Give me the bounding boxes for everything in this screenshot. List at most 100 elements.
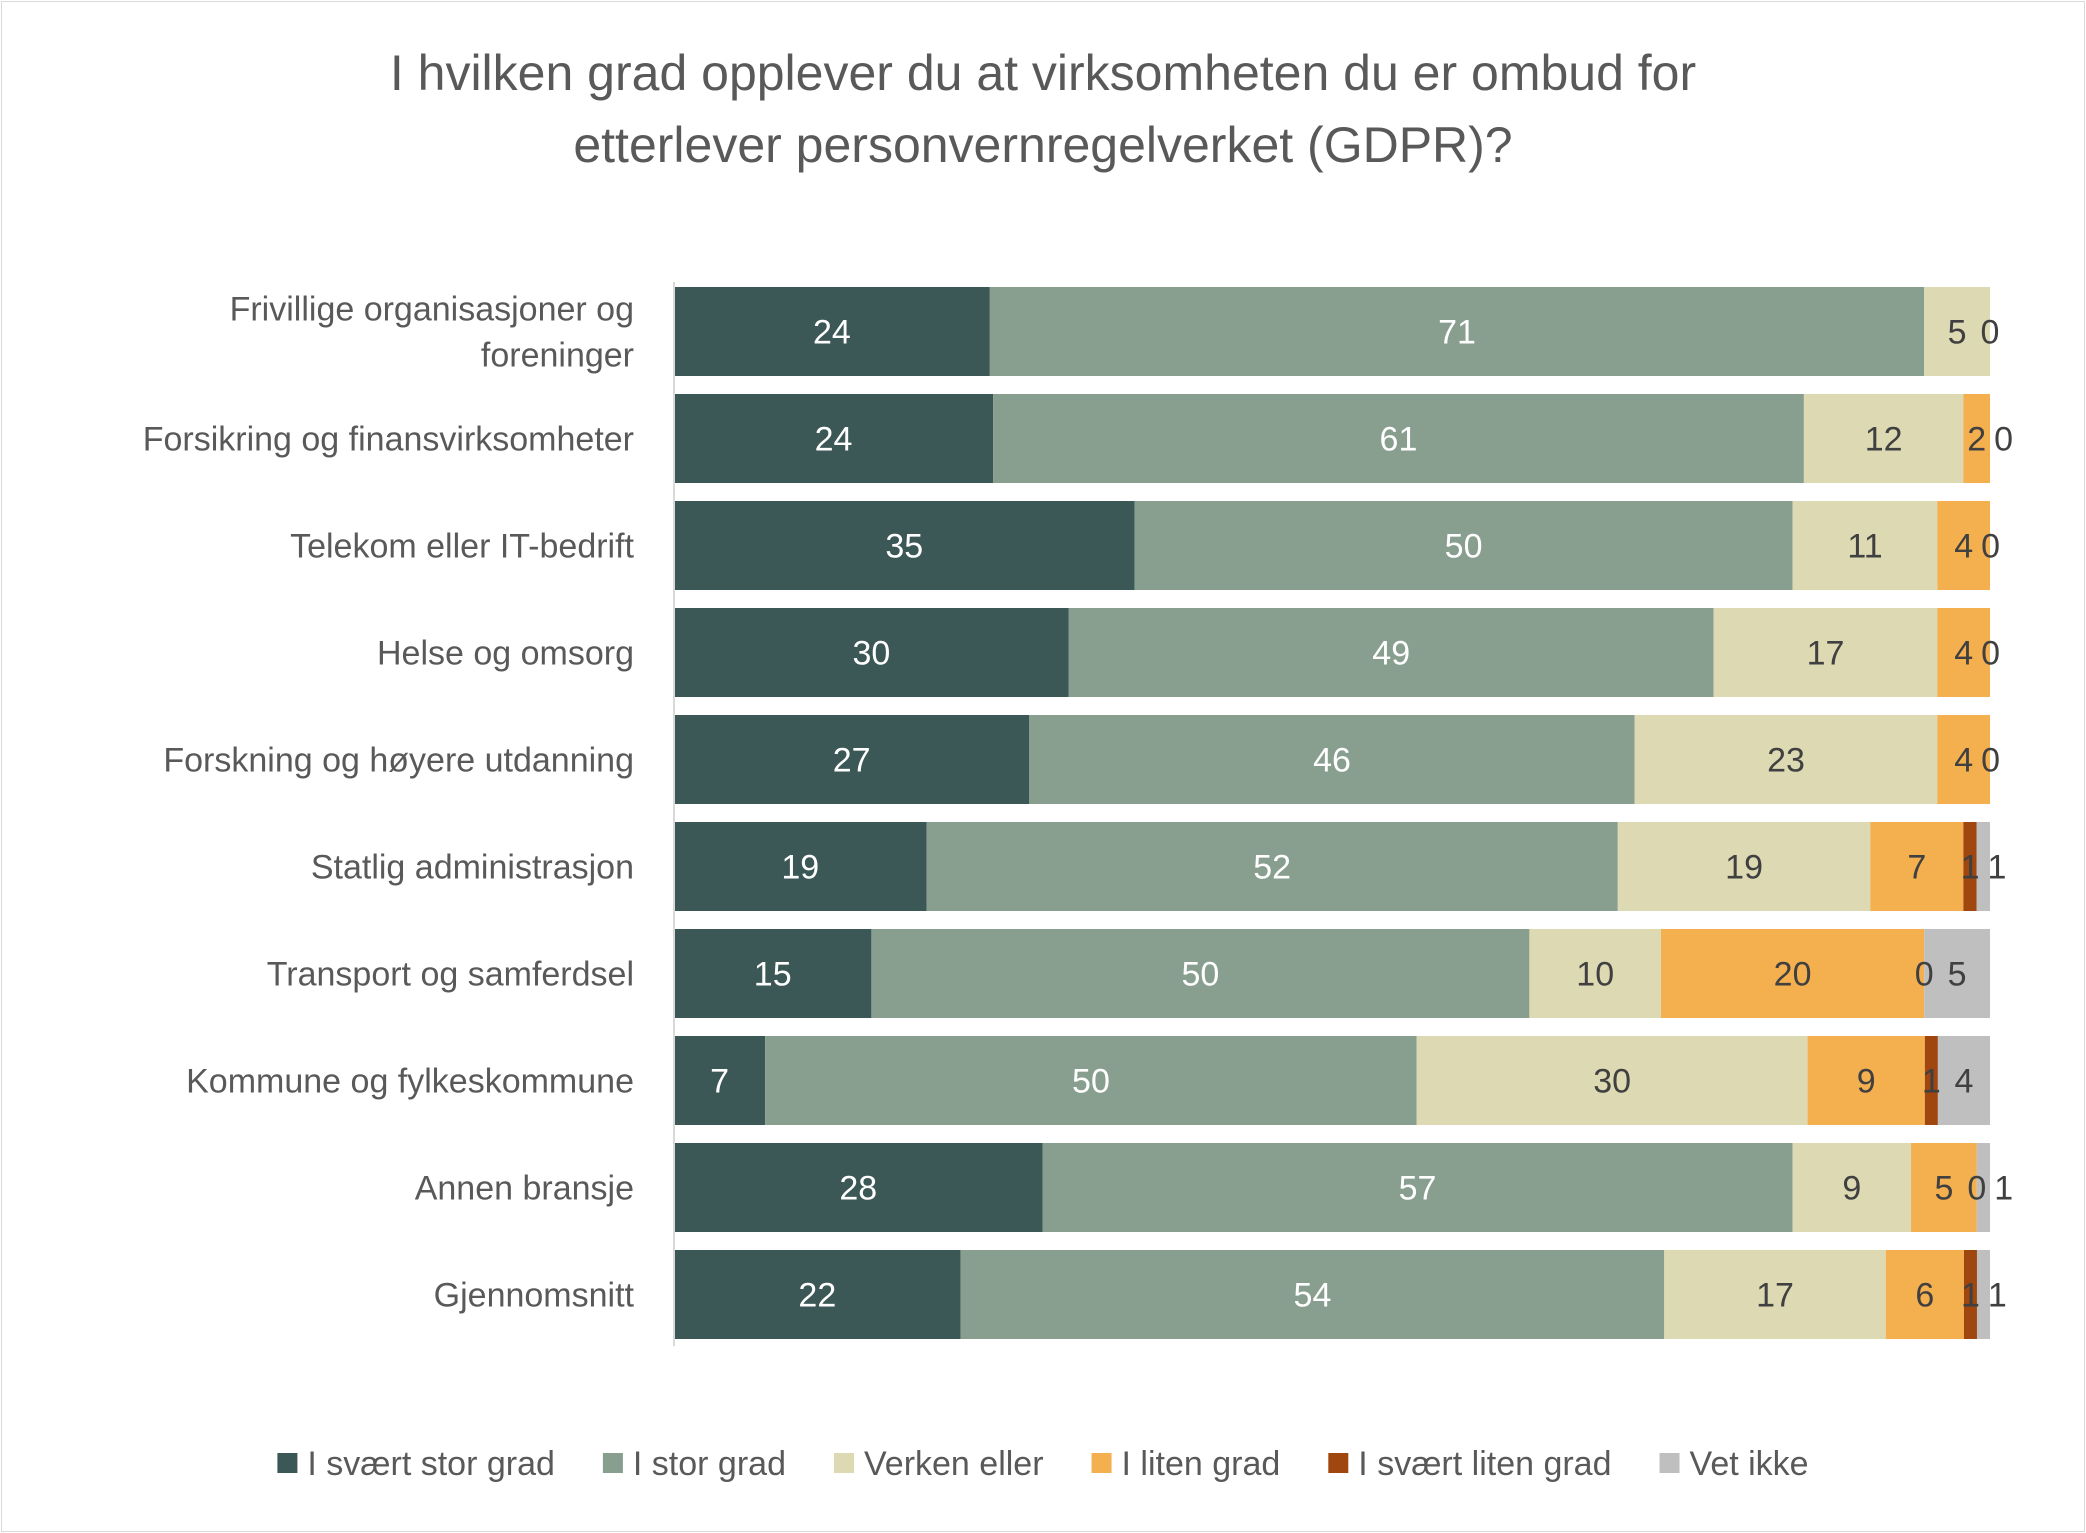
bar-segment <box>1937 1036 1990 1125</box>
data-label: 0 <box>1994 421 2013 459</box>
bar-segment <box>1911 1143 1977 1232</box>
category-label: Helse og omsorg <box>377 635 634 673</box>
legend-swatch <box>1328 1453 1349 1473</box>
data-label: 0 <box>1981 635 2000 673</box>
data-label: 28 <box>839 1170 877 1208</box>
legend-swatch <box>1091 1453 1112 1473</box>
data-label: 50 <box>1072 1063 1110 1101</box>
bar-segment <box>1885 1250 1964 1339</box>
legend-label: Verken eller <box>864 1445 1044 1483</box>
bar-segment <box>1029 715 1635 804</box>
data-label: 5 <box>1948 314 1967 352</box>
data-label: 24 <box>813 314 851 352</box>
data-label: 4 <box>1954 528 1973 566</box>
bar-segment <box>1792 1143 1912 1232</box>
category-label: foreninger <box>481 337 634 375</box>
bar-segment <box>1976 1250 1990 1339</box>
bar-segment <box>993 394 1804 483</box>
bar-segment <box>674 1250 961 1339</box>
data-label: 1 <box>1922 1063 1941 1101</box>
chart-title: I hvilken grad opplever du at virksomhet… <box>390 45 1696 173</box>
data-label: 17 <box>1756 1277 1794 1315</box>
data-label: 1 <box>1988 849 2007 887</box>
data-label: 0 <box>1981 314 2000 352</box>
bar-segment <box>960 1250 1665 1339</box>
data-label: 17 <box>1807 635 1845 673</box>
data-label: 5 <box>1934 1170 1953 1208</box>
bar-segment <box>871 929 1530 1018</box>
bar-segment <box>1924 1036 1938 1125</box>
bar-segment <box>1937 715 1990 804</box>
data-label: 0 <box>1981 528 2000 566</box>
category-label: Annen bransje <box>415 1170 634 1208</box>
legend-swatch <box>277 1453 298 1473</box>
category-label: Gjennomsnitt <box>434 1277 635 1315</box>
bar-segment <box>1807 1036 1925 1125</box>
bar-segment <box>674 1143 1043 1232</box>
bar-segment <box>1529 929 1661 1018</box>
legend-label: I liten grad <box>1122 1445 1281 1483</box>
category-label: Forsikring og finansvirksomheter <box>143 421 634 459</box>
data-label: 46 <box>1313 742 1351 780</box>
bar-segment <box>674 501 1135 590</box>
bar-segment <box>674 1036 766 1125</box>
data-label: 50 <box>1181 956 1219 994</box>
data-label: 30 <box>852 635 890 673</box>
bar-segment <box>1792 501 1938 590</box>
data-label: 35 <box>885 528 923 566</box>
data-label: 7 <box>710 1063 729 1101</box>
legend-swatch <box>602 1453 623 1473</box>
category-label: Forskning og høyere utdanning <box>163 742 634 780</box>
data-label: 50 <box>1445 528 1483 566</box>
chart-title-line: etterlever personvernregelverket (GDPR)? <box>573 117 1512 173</box>
category-labels: Frivillige organisasjoner og foreninger Fo… <box>143 291 635 1315</box>
legend: I svært stor grad I stor grad Verken eller… <box>277 1445 1809 1483</box>
category-label: Statlig administrasjon <box>311 849 634 887</box>
bar-segment <box>674 608 1069 697</box>
bar-segment <box>1924 929 1990 1018</box>
data-label: 11 <box>1847 528 1882 566</box>
data-label: 0 <box>1967 1170 1986 1208</box>
bar-segment <box>1976 822 1990 911</box>
data-label: 1 <box>1994 1170 2013 1208</box>
data-label: 30 <box>1593 1063 1631 1101</box>
data-label: 23 <box>1767 742 1805 780</box>
bar-segment <box>1713 608 1938 697</box>
bar-segment <box>1664 1250 1886 1339</box>
data-label: 10 <box>1576 956 1614 994</box>
legend-swatch <box>1659 1453 1680 1473</box>
bar-segment <box>674 715 1030 804</box>
data-label: 15 <box>754 956 792 994</box>
category-label: Frivillige organisasjoner og <box>230 291 634 329</box>
legend-swatch <box>833 1453 854 1473</box>
bar-segment <box>1634 715 1938 804</box>
legend-label: Vet ikke <box>1690 1445 1809 1483</box>
data-label: 6 <box>1915 1277 1934 1315</box>
bar-segment <box>1870 822 1964 911</box>
bar-segment <box>1924 287 1990 376</box>
data-label: 57 <box>1399 1170 1437 1208</box>
data-label: 24 <box>815 421 853 459</box>
bar-segment <box>1134 501 1793 590</box>
bar-segment <box>1937 608 1990 697</box>
data-label: 4 <box>1954 742 1973 780</box>
bar-segment <box>765 1036 1417 1125</box>
data-label: 20 <box>1774 956 1812 994</box>
data-label: 4 <box>1954 1063 1973 1101</box>
data-label: 49 <box>1372 635 1410 673</box>
data-label: 1 <box>1988 1277 2007 1315</box>
data-label: 9 <box>1842 1170 1861 1208</box>
data-label: 22 <box>798 1277 836 1315</box>
data-label: 0 <box>1981 742 2000 780</box>
data-label: 71 <box>1438 314 1476 352</box>
bar-segment <box>1617 822 1871 911</box>
category-label: Telekom eller IT-bedrift <box>290 528 634 566</box>
bars <box>674 287 1990 1339</box>
bar-segment <box>1937 501 1990 590</box>
data-label: 4 <box>1954 635 1973 673</box>
bar-segment <box>674 394 994 483</box>
data-label: 5 <box>1948 956 1967 994</box>
data-label: 9 <box>1857 1063 1876 1101</box>
